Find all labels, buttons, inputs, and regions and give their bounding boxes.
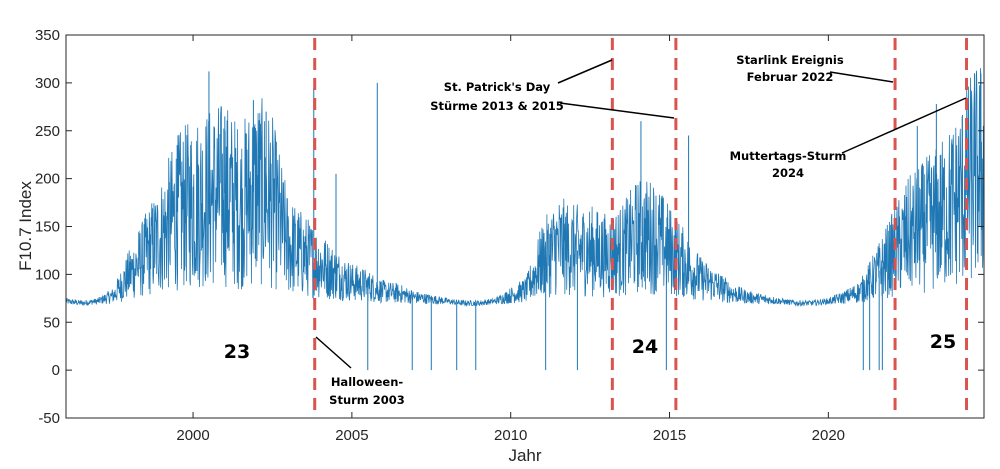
ytick-label-2: 50 bbox=[43, 314, 60, 331]
cycle-labels: 23 24 25 bbox=[224, 331, 956, 363]
y-axis-title: F10.7 Index bbox=[16, 181, 35, 271]
annotation-1-leader-0 bbox=[557, 59, 613, 84]
series-layer bbox=[65, 68, 985, 371]
event-lines bbox=[313, 38, 969, 418]
annotation-2-line-1: Februar 2022 bbox=[747, 70, 834, 84]
cycle-label-25: 25 bbox=[930, 331, 956, 353]
ytick-label-1: 0 bbox=[52, 362, 60, 379]
ytick-label-4: 150 bbox=[35, 219, 60, 236]
annotation-2-leader-0 bbox=[829, 71, 894, 83]
axis-ticks: -50 0 50 100 150 200 250 300 350 2000 2005 2010 2015… bbox=[35, 27, 984, 444]
annotation-2-line-0: Starlink Ereignis bbox=[736, 53, 844, 67]
cycle-label-24: 24 bbox=[632, 336, 658, 358]
annotation-1-line-1: Stürme 2013 & 2015 bbox=[430, 99, 563, 113]
ytick-label-3: 100 bbox=[35, 266, 60, 283]
ytick-label-0: -50 bbox=[38, 410, 60, 427]
xtick-label-1: 2005 bbox=[335, 427, 368, 444]
annotation-0-line-0: Halloween- bbox=[331, 375, 404, 389]
ytick-label-6: 250 bbox=[35, 123, 60, 140]
annotation-3-line-0: Muttertags-Sturm bbox=[730, 149, 847, 163]
annotation-3-leader-0 bbox=[841, 97, 967, 154]
xtick-label-2: 2010 bbox=[494, 427, 527, 444]
ytick-label-7: 300 bbox=[35, 75, 60, 92]
ytick-label-8: 350 bbox=[35, 27, 60, 44]
annotation-1-line-0: St. Patrick's Day bbox=[444, 80, 551, 94]
xtick-label-0: 2000 bbox=[176, 427, 209, 444]
annotations: Halloween- Sturm 2003 St. Patrick's Day Stü… bbox=[315, 53, 967, 407]
annotation-0-leader-0 bbox=[315, 336, 352, 369]
x-axis-title: Jahr bbox=[508, 446, 541, 465]
ytick-label-5: 200 bbox=[35, 171, 60, 188]
series-line bbox=[65, 68, 985, 308]
xtick-label-4: 2020 bbox=[812, 427, 845, 444]
annotation-0-line-1: Sturm 2003 bbox=[329, 393, 405, 407]
annotation-3-line-1: 2024 bbox=[772, 166, 804, 180]
annotation-1-leader-1 bbox=[559, 102, 675, 119]
xtick-label-3: 2015 bbox=[653, 427, 686, 444]
cycle-label-23: 23 bbox=[224, 341, 250, 363]
